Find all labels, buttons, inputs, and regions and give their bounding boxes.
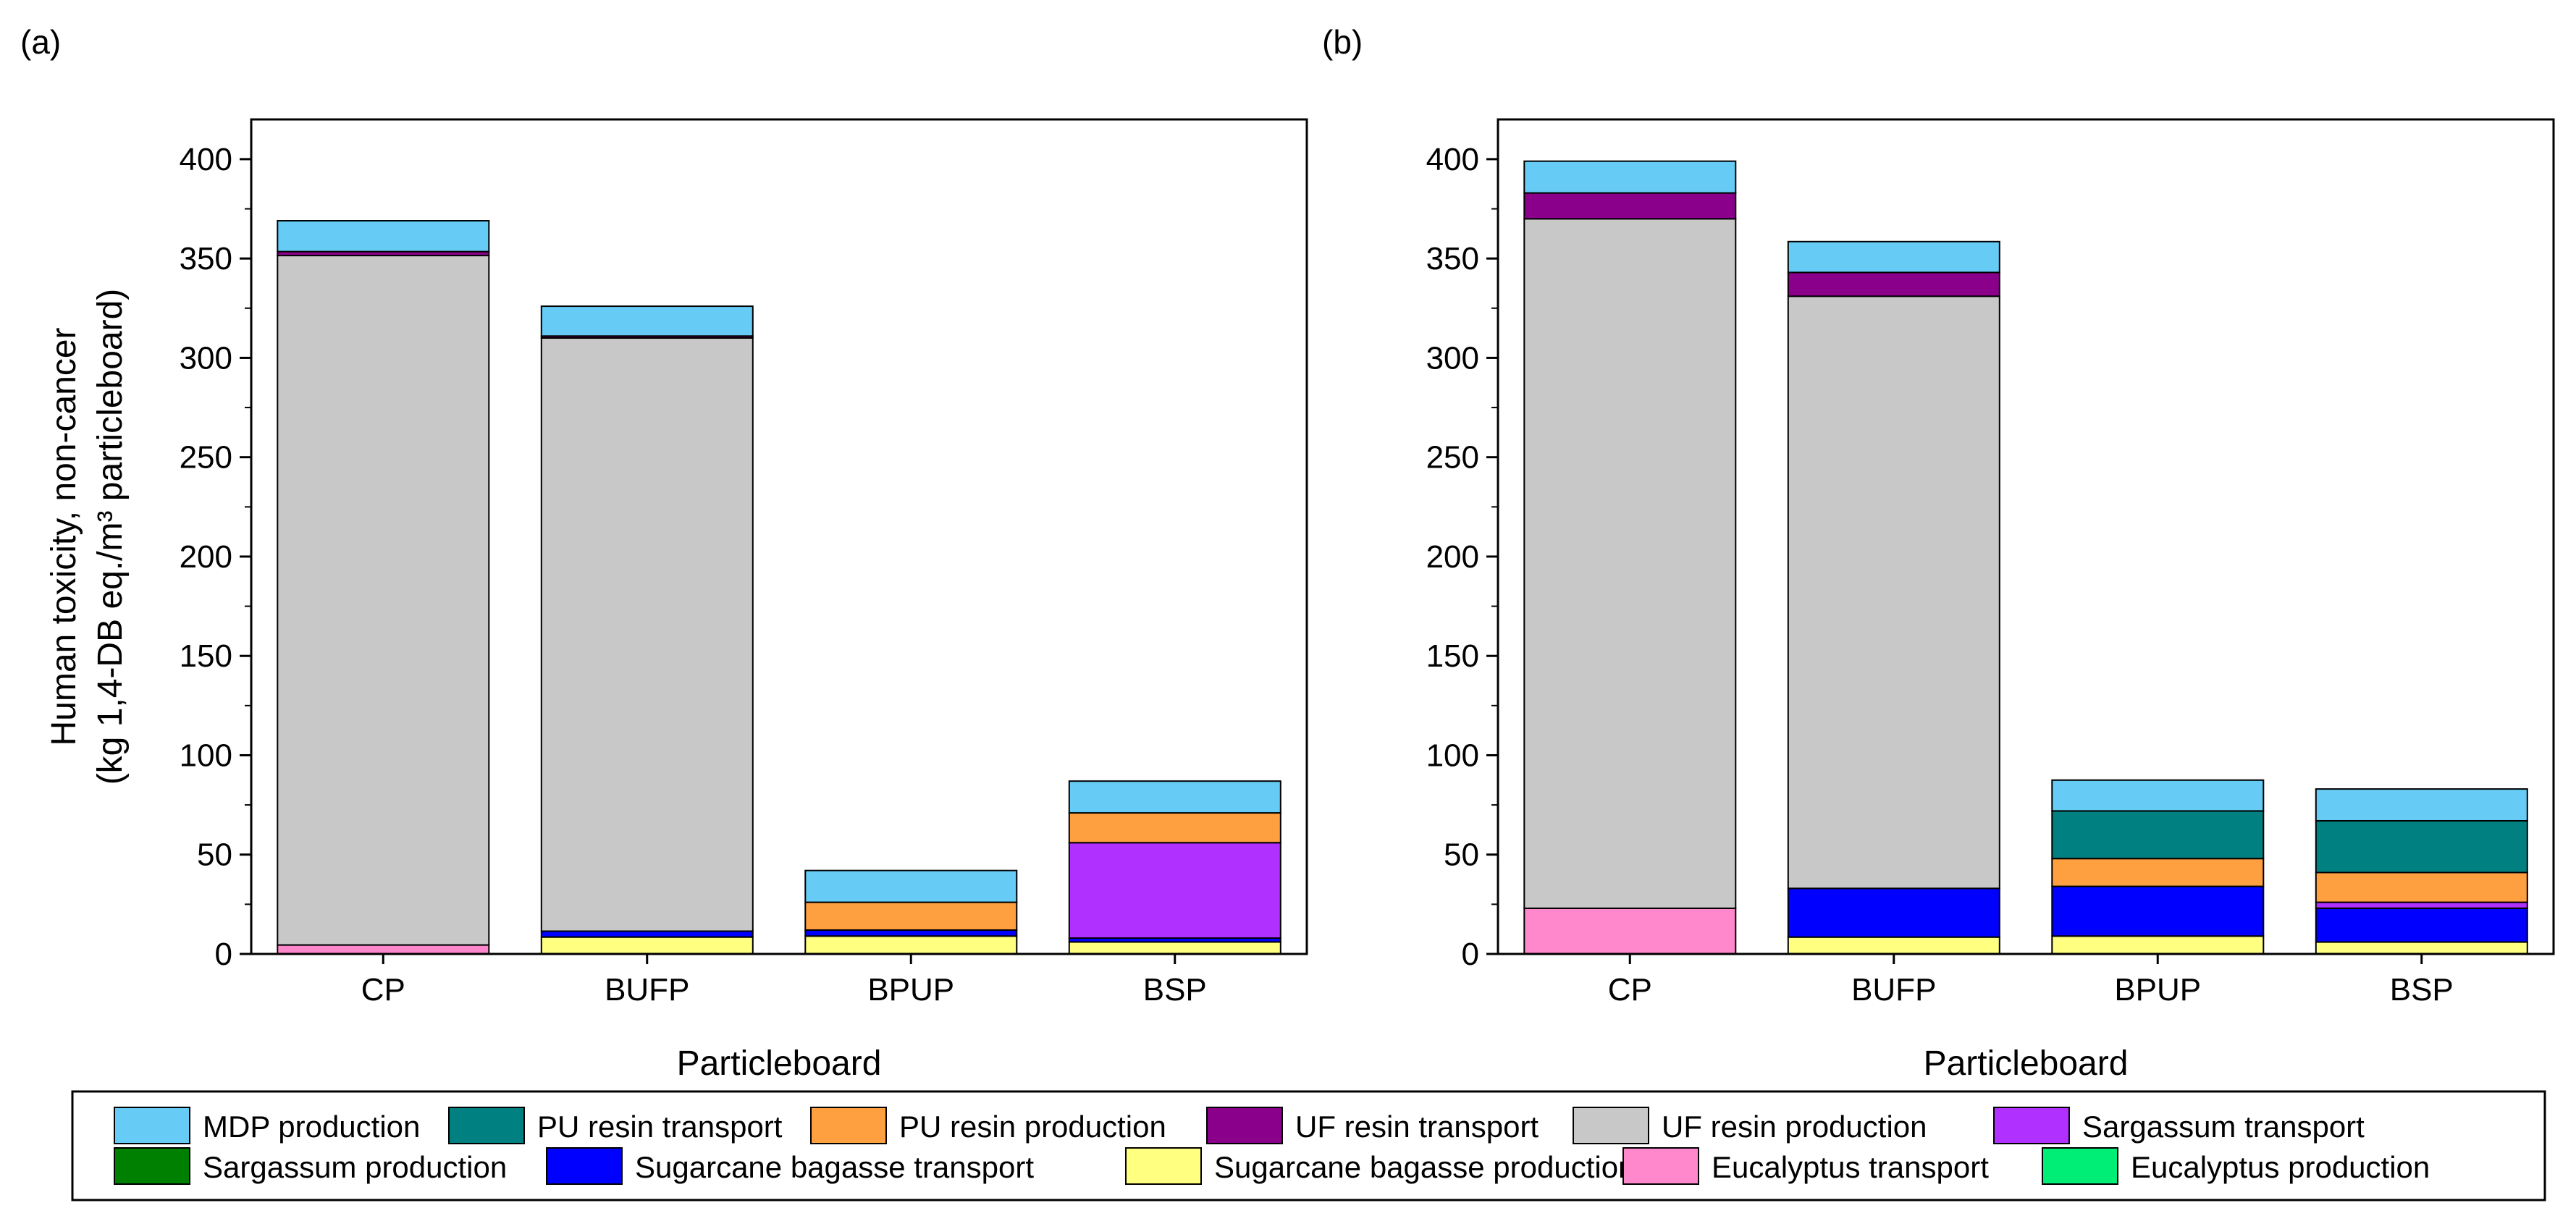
bar-b-bsp-sargassum-transport xyxy=(2315,901,2528,909)
legend-swatch-eucalyptus-transport xyxy=(1622,1147,1699,1185)
bar-b-bufp-uf-resin-production xyxy=(1787,295,2000,890)
legend-label-pu-resin-production: PU resin production xyxy=(899,1110,1166,1144)
bar-b-bpup-sugarcane-bagasse-transport xyxy=(2051,885,2265,937)
bar-a-cp-mdp-production xyxy=(277,220,490,253)
x-tick-label: BPUP xyxy=(2114,972,2201,1008)
legend-swatch-uf-resin-production xyxy=(1573,1107,1649,1144)
panel-label: (b) xyxy=(1322,23,1363,61)
legend-label-sugarcane-bagasse-transport: Sugarcane bagasse transport xyxy=(635,1150,1034,1184)
legend-swatch-pu-resin-production xyxy=(810,1107,887,1144)
x-axis-title: Particleboard xyxy=(677,1044,882,1083)
y-tick-label: 0 xyxy=(1462,937,1479,972)
bar-b-bpup-pu-resin-transport xyxy=(2051,810,2265,860)
legend-label-uf-resin-production: UF resin production xyxy=(1662,1110,1927,1144)
bar-a-bpup-sugarcane-bagasse-production xyxy=(804,935,1018,955)
bar-b-bpup-pu-resin-production xyxy=(2051,858,2265,887)
x-tick-label: BUFP xyxy=(605,972,689,1008)
bar-a-bpup-pu-resin-production xyxy=(804,901,1018,931)
x-tick-label: BUFP xyxy=(1851,972,1936,1008)
legend-swatch-sugarcane-bagasse-production xyxy=(1125,1147,1202,1185)
x-tick-label: CP xyxy=(361,972,405,1008)
bar-a-bpup-sugarcane-bagasse-transport xyxy=(804,929,1018,937)
bar-b-bsp-pu-resin-production xyxy=(2315,871,2528,903)
x-tick-label: BSP xyxy=(2390,972,2454,1008)
x-tick-label: BPUP xyxy=(867,972,954,1008)
legend-label-eucalyptus-transport: Eucalyptus transport xyxy=(1712,1150,1989,1184)
y-tick-label: 0 xyxy=(215,937,232,972)
y-tick-label: 250 xyxy=(1426,440,1479,476)
legend-swatch-sargassum-transport xyxy=(1993,1107,2070,1144)
legend-label-uf-resin-transport: UF resin transport xyxy=(1295,1110,1539,1144)
bar-b-bufp-mdp-production xyxy=(1787,240,2000,274)
y-tick-label: 300 xyxy=(1426,340,1479,376)
legend-label-eucalyptus-production: Eucalyptus production xyxy=(2131,1150,2430,1184)
y-axis-title-line1: Human toxicity, non-cancer xyxy=(45,327,83,746)
y-tick-label: 350 xyxy=(180,241,232,276)
legend-swatch-uf-resin-transport xyxy=(1206,1107,1283,1144)
bar-b-bufp-uf-resin-transport xyxy=(1787,271,2000,297)
bar-a-bsp-sargassum-transport xyxy=(1068,842,1281,939)
plot-frame xyxy=(1497,118,2555,955)
y-tick-label: 300 xyxy=(180,340,232,376)
bar-a-bufp-mdp-production xyxy=(540,305,754,337)
bar-a-bsp-mdp-production xyxy=(1068,780,1281,814)
bar-b-cp-uf-resin-production xyxy=(1523,218,1737,909)
x-axis-title: Particleboard xyxy=(1924,1044,2129,1083)
y-tick-label: 200 xyxy=(180,539,232,575)
bar-b-bsp-pu-resin-transport xyxy=(2315,820,2528,874)
bar-a-cp-eucalyptus-transport xyxy=(277,944,490,955)
legend-label-sargassum-production: Sargassum production xyxy=(203,1150,507,1184)
y-tick-label: 100 xyxy=(180,738,232,773)
y-tick-label: 150 xyxy=(1426,638,1479,674)
legend: MDP production PU resin transport PU resin… xyxy=(71,1090,2546,1201)
x-tick-label: CP xyxy=(1608,972,1652,1008)
legend-swatch-sugarcane-bagasse-transport xyxy=(546,1147,623,1185)
legend-swatch-eucalyptus-production xyxy=(2042,1147,2118,1185)
bar-a-bsp-sugarcane-bagasse-production xyxy=(1068,941,1281,955)
bar-b-bufp-sugarcane-bagasse-production xyxy=(1787,936,2000,955)
y-tick-label: 350 xyxy=(1426,241,1479,276)
bar-b-bpup-mdp-production xyxy=(2051,779,2265,812)
bar-a-bufp-sugarcane-bagasse-production xyxy=(540,936,754,955)
legend-swatch-pu-resin-transport xyxy=(448,1107,525,1144)
legend-label-pu-resin-transport: PU resin transport xyxy=(537,1110,783,1144)
bar-b-cp-mdp-production xyxy=(1523,160,1737,194)
bar-b-cp-eucalyptus-transport xyxy=(1523,907,1737,955)
bar-b-cp-uf-resin-transport xyxy=(1523,192,1737,220)
y-tick-label: 100 xyxy=(1426,738,1479,773)
bar-a-bsp-pu-resin-production xyxy=(1068,812,1281,844)
legend-label-sugarcane-bagasse-production: Sugarcane bagasse production xyxy=(1214,1150,1635,1184)
bar-b-bsp-sugarcane-bagasse-production xyxy=(2315,941,2528,955)
panel-a-chart: (a) CP BUFP BPUP BSP 0 50 100 150 200 250 300 350 400… xyxy=(20,23,1308,1083)
y-tick-label: 150 xyxy=(180,638,232,674)
y-tick-label: 50 xyxy=(197,837,232,873)
bar-b-bsp-mdp-production xyxy=(2315,788,2528,821)
y-axis-title-line2: (kg 1,4-DB eq./m³ particleboard) xyxy=(91,289,130,785)
bar-b-bpup-sugarcane-bagasse-production xyxy=(2051,935,2265,955)
bar-a-bufp-uf-resin-production xyxy=(540,337,754,932)
bar-a-bpup-mdp-production xyxy=(804,869,1018,903)
y-tick-label: 400 xyxy=(180,142,232,177)
bar-b-bsp-sugarcane-bagasse-transport xyxy=(2315,907,2528,943)
legend-swatch-mdp-production xyxy=(114,1107,190,1144)
legend-label-sargassum-transport: Sargassum transport xyxy=(2082,1110,2365,1144)
x-tick-label: BSP xyxy=(1143,972,1207,1008)
legend-label-mdp-production: MDP production xyxy=(203,1110,420,1144)
legend-swatch-sargassum-production xyxy=(114,1147,190,1185)
bar-a-cp-uf-resin-production xyxy=(277,255,490,946)
bar-a-bufp-sugarcane-bagasse-transport xyxy=(540,930,754,938)
plot-frame xyxy=(250,118,1308,955)
y-tick-label: 250 xyxy=(180,440,232,476)
panel-label: (a) xyxy=(20,23,61,61)
y-tick-label: 50 xyxy=(1444,837,1479,873)
y-tick-label: 400 xyxy=(1426,142,1479,177)
bar-b-bufp-sugarcane-bagasse-transport xyxy=(1787,887,2000,938)
y-tick-label: 200 xyxy=(1426,539,1479,575)
panel-b-chart: (b) CP BUFP BPUP BSP 0 50 100 150 200 250 300 350 400… xyxy=(1322,23,2555,1083)
